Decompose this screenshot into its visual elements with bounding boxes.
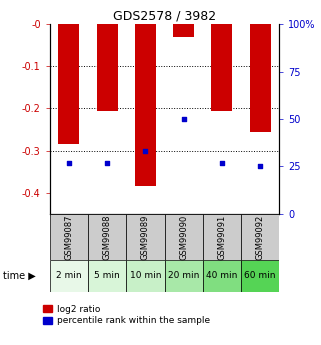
Point — [105, 160, 110, 166]
Text: 60 min: 60 min — [244, 272, 276, 280]
Point — [181, 116, 186, 122]
Bar — [241, 214, 279, 260]
Bar — [50, 214, 88, 260]
Text: GSM99091: GSM99091 — [217, 215, 226, 260]
Bar — [126, 214, 164, 260]
Bar — [50, 260, 88, 292]
Bar — [164, 214, 203, 260]
Bar — [203, 214, 241, 260]
Text: GSM99090: GSM99090 — [179, 215, 188, 260]
Bar — [58, 24, 79, 144]
Bar — [211, 24, 232, 111]
Text: 40 min: 40 min — [206, 272, 238, 280]
Bar — [135, 24, 156, 187]
Text: 20 min: 20 min — [168, 272, 199, 280]
Point — [66, 160, 72, 166]
Bar — [164, 260, 203, 292]
Text: GSM99089: GSM99089 — [141, 215, 150, 260]
Point — [219, 160, 224, 166]
Text: 10 min: 10 min — [130, 272, 161, 280]
Bar — [241, 260, 279, 292]
Bar — [203, 260, 241, 292]
Point — [257, 164, 263, 169]
Text: time ▶: time ▶ — [3, 271, 36, 281]
Text: GSM99092: GSM99092 — [256, 215, 265, 260]
Bar — [173, 24, 194, 37]
Text: GSM99088: GSM99088 — [103, 215, 112, 260]
Bar — [250, 24, 271, 132]
Bar — [88, 214, 126, 260]
Title: GDS2578 / 3982: GDS2578 / 3982 — [113, 10, 216, 23]
Bar — [88, 260, 126, 292]
Legend: log2 ratio, percentile rank within the sample: log2 ratio, percentile rank within the s… — [43, 305, 210, 325]
Point — [143, 148, 148, 154]
Bar — [126, 260, 164, 292]
Bar — [97, 24, 118, 111]
Text: GSM99087: GSM99087 — [65, 215, 74, 260]
Text: 2 min: 2 min — [56, 272, 82, 280]
Text: 5 min: 5 min — [94, 272, 120, 280]
